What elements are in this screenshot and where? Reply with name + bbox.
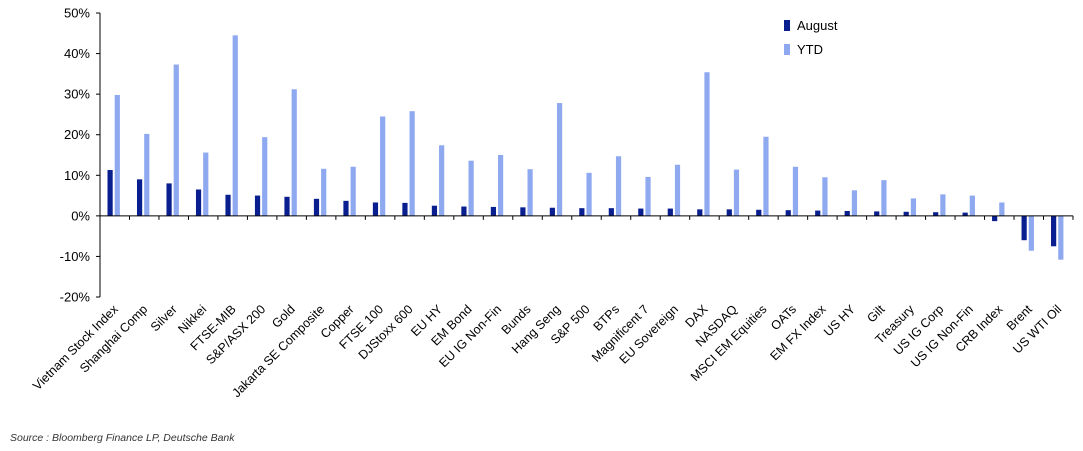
- bar-ytd: [173, 64, 179, 216]
- bar-ytd: [704, 72, 710, 216]
- bar-august: [726, 209, 732, 216]
- x-category-label: US HY: [821, 302, 858, 339]
- bar-ytd: [763, 136, 769, 216]
- y-tick-label: 0%: [71, 208, 90, 223]
- bar-august: [815, 210, 821, 216]
- bar-august: [225, 194, 231, 216]
- bar-ytd: [321, 168, 327, 216]
- x-category-label: Silver: [148, 302, 180, 334]
- bar-august: [608, 208, 614, 216]
- bar-august: [402, 202, 408, 216]
- bar-august: [844, 210, 850, 216]
- legend-swatch-august: [784, 20, 790, 31]
- bar-august: [195, 189, 202, 216]
- bar-august: [638, 208, 644, 216]
- y-tick-label: 20%: [64, 127, 90, 142]
- bar-august: [1021, 215, 1027, 241]
- bar-ytd: [232, 35, 238, 216]
- bar-august: [667, 208, 673, 216]
- bars: [107, 35, 1064, 260]
- bar-ytd: [969, 195, 975, 216]
- bar-ytd: [910, 198, 916, 216]
- bar-ytd: [203, 152, 209, 216]
- bar-ytd: [645, 176, 651, 216]
- bar-ytd: [439, 145, 445, 216]
- y-tick-label: -20%: [60, 290, 91, 305]
- legend-swatch-ytd: [784, 44, 790, 55]
- y-tick-label: 10%: [64, 168, 90, 183]
- y-tick-label: 50%: [64, 6, 90, 21]
- bar-august: [372, 202, 379, 216]
- bar-august: [785, 210, 791, 216]
- bar-august: [874, 211, 880, 216]
- bar-august: [343, 200, 349, 216]
- bar-ytd: [527, 169, 533, 216]
- bar-ytd: [792, 166, 799, 216]
- bar-august: [549, 207, 555, 216]
- bar-ytd: [1058, 215, 1064, 260]
- bar-chart: -20% -10% 0% 10% 20% 30% 40% 50% Vietnam Stock …: [30, 6, 1074, 400]
- y-tick-label: -10%: [60, 249, 91, 264]
- bar-august: [254, 195, 261, 216]
- bar-august: [136, 179, 143, 216]
- bar-august: [520, 207, 526, 216]
- legend-label-august: August: [797, 18, 838, 33]
- bar-august: [756, 209, 762, 216]
- bar-ytd: [1028, 215, 1034, 251]
- legend: August YTD: [784, 18, 838, 57]
- bar-august: [933, 212, 939, 216]
- bar-ytd: [498, 155, 504, 216]
- bar-ytd: [999, 202, 1005, 216]
- y-tick-label: 40%: [64, 46, 90, 61]
- bar-august: [166, 183, 172, 216]
- bar-ytd: [674, 164, 681, 216]
- bar-ytd: [851, 190, 858, 216]
- bar-august: [431, 205, 438, 216]
- bar-august: [962, 212, 968, 216]
- bar-ytd: [586, 172, 592, 216]
- legend-label-ytd: YTD: [797, 42, 823, 57]
- bar-august: [461, 206, 467, 216]
- bar-ytd: [881, 180, 887, 216]
- y-tick-label: 30%: [64, 87, 90, 102]
- bar-august: [579, 208, 585, 216]
- bar-august: [313, 198, 320, 216]
- bar-august: [1051, 215, 1057, 247]
- bar-ytd: [468, 160, 474, 216]
- bar-ytd: [733, 169, 740, 216]
- bar-august: [903, 211, 909, 216]
- bar-august: [992, 215, 998, 222]
- bar-ytd: [291, 89, 297, 216]
- bar-ytd: [409, 111, 415, 216]
- y-axis: -20% -10% 0% 10% 20% 30% 40% 50%: [60, 6, 101, 305]
- bar-ytd: [144, 133, 150, 216]
- bar-ytd: [822, 177, 828, 216]
- bar-ytd: [380, 116, 386, 216]
- bar-august: [107, 170, 113, 216]
- x-category-label: Gilt: [864, 302, 888, 326]
- bar-ytd: [262, 137, 268, 216]
- bar-august: [697, 209, 703, 216]
- source-note: Source : Bloomberg Finance LP, Deutsche …: [10, 432, 235, 444]
- bar-ytd: [615, 156, 622, 216]
- bar-ytd: [940, 194, 946, 216]
- bar-august: [284, 196, 290, 216]
- bar-ytd: [114, 94, 120, 216]
- bar-ytd: [350, 166, 356, 216]
- bar-august: [490, 206, 497, 216]
- bar-ytd: [556, 103, 563, 216]
